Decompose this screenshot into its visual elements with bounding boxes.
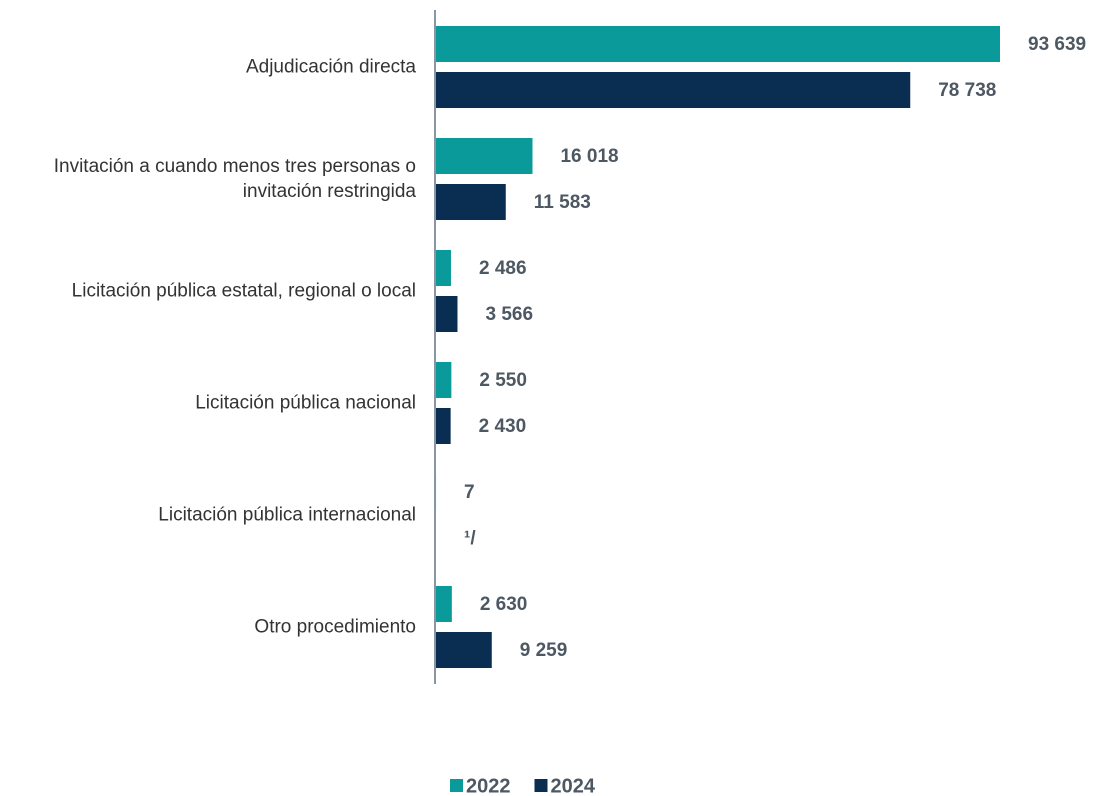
value-label: 3 566 xyxy=(485,304,533,325)
bar xyxy=(436,26,1000,62)
category-label: Invitación a cuando menos tres personas … xyxy=(53,156,416,202)
value-label: 16 018 xyxy=(560,146,618,167)
value-label: 11 583 xyxy=(534,192,591,213)
value-label: 2 486 xyxy=(479,258,527,279)
bar xyxy=(436,72,911,108)
category-label: Adjudicación directa xyxy=(245,56,416,78)
legend-swatch xyxy=(534,779,548,792)
bar xyxy=(436,362,452,398)
value-label: 93 639 xyxy=(1028,34,1086,55)
legend-label: 2022 xyxy=(466,775,511,796)
category-label: Licitación pública nacional xyxy=(195,392,416,414)
legend-swatch xyxy=(450,779,463,792)
value-label: 9 259 xyxy=(520,640,568,661)
bar xyxy=(436,138,533,174)
value-label: 2 430 xyxy=(479,416,527,437)
bar xyxy=(436,296,458,332)
bar xyxy=(436,408,451,444)
category-label: Licitación pública estatal, regional o l… xyxy=(71,280,416,302)
bar xyxy=(436,632,492,668)
category-label: Otro procedimiento xyxy=(254,616,416,638)
value-label: 78 738 xyxy=(938,80,996,101)
bar xyxy=(436,586,452,622)
bar xyxy=(436,184,506,220)
value-label: 7 xyxy=(464,482,475,503)
value-label: ¹/ xyxy=(464,528,476,549)
category-label: Licitación pública internacional xyxy=(158,504,416,526)
value-label: 2 550 xyxy=(479,370,527,391)
value-label: 2 630 xyxy=(480,594,528,615)
legend-label: 2024 xyxy=(551,775,596,796)
bar xyxy=(436,250,451,286)
